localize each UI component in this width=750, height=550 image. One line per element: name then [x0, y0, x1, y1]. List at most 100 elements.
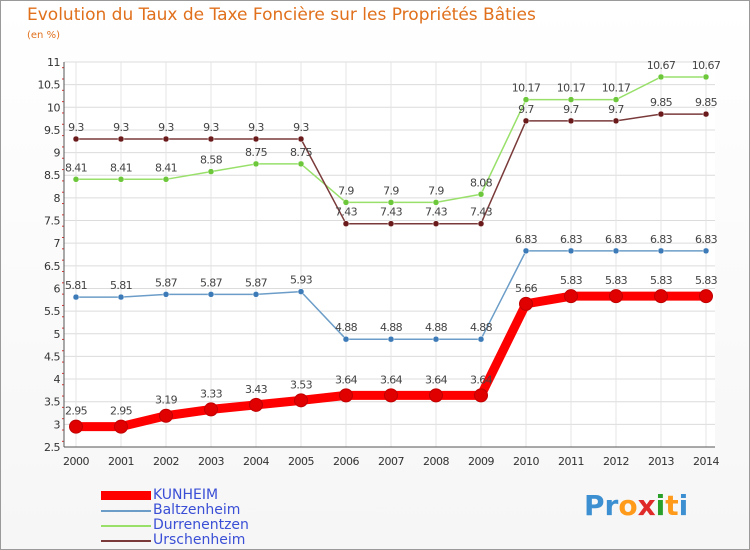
data-label: 8.41 — [110, 161, 132, 174]
data-point — [252, 291, 260, 298]
data-label: 10.17 — [557, 82, 586, 95]
data-point — [72, 176, 80, 183]
data-point — [207, 168, 215, 175]
data-label: 8.75 — [290, 146, 313, 159]
data-point — [159, 408, 173, 423]
y-tick-label: 5 — [54, 328, 61, 341]
data-point — [69, 419, 83, 434]
data-label: 4.88 — [335, 321, 358, 334]
legend-swatch — [101, 524, 151, 527]
data-label: 9.85 — [695, 96, 718, 109]
data-label: 5.87 — [155, 276, 178, 289]
data-label: 6.83 — [515, 233, 538, 246]
data-label: 6.83 — [695, 233, 718, 246]
data-point — [294, 393, 308, 408]
x-tick-label: 2009 — [468, 455, 494, 468]
logo-letter: P — [584, 489, 605, 522]
legend-label: Durrenentzen — [153, 517, 249, 533]
data-label: 7.43 — [470, 206, 493, 219]
x-tick-label: 2001 — [108, 455, 134, 468]
data-point — [342, 199, 350, 206]
data-point — [702, 247, 710, 255]
data-label: 3.64 — [380, 373, 403, 386]
data-point — [609, 289, 623, 304]
data-point — [204, 402, 218, 417]
data-label: 5.81 — [110, 279, 132, 292]
data-label: 6.83 — [560, 233, 583, 246]
data-label: 2.95 — [110, 405, 133, 418]
data-label: 10.17 — [602, 82, 631, 95]
y-tick-label: 11 — [47, 56, 60, 69]
data-point — [207, 135, 215, 143]
data-point — [384, 388, 398, 403]
logo-letter: t — [665, 489, 679, 522]
data-point — [567, 247, 575, 255]
data-point — [432, 335, 440, 343]
data-label: 8.75 — [245, 146, 268, 159]
data-point — [654, 289, 668, 304]
data-point — [207, 291, 215, 298]
data-point — [474, 388, 488, 403]
data-label: 3.64 — [470, 373, 493, 386]
x-tick-label: 2005 — [288, 455, 314, 468]
data-label: 8.58 — [200, 154, 223, 167]
chart-subtitle: (en %) — [27, 30, 60, 41]
data-label: 3.43 — [245, 383, 268, 396]
data-label: 10.67 — [692, 59, 721, 72]
data-point — [567, 96, 575, 103]
data-label: 10.17 — [512, 82, 541, 95]
legend-swatch — [101, 509, 151, 512]
data-label: 8.08 — [470, 176, 493, 189]
x-tick-label: 2010 — [513, 455, 539, 468]
data-point — [117, 293, 125, 301]
data-point — [657, 110, 665, 118]
y-tick-label: 3 — [54, 418, 61, 431]
data-point — [429, 388, 443, 403]
legend-swatch — [101, 539, 151, 542]
data-point — [477, 220, 485, 227]
data-point — [162, 291, 170, 298]
x-tick-label: 2011 — [558, 455, 584, 468]
data-label: 7.43 — [380, 206, 403, 219]
legend-label: KUNHEIM — [153, 487, 219, 503]
y-tick-label: 6.5 — [44, 260, 60, 273]
legend: KUNHEIM Baltzenheim Durrenentzen Urschen… — [101, 488, 249, 548]
x-tick-label: 2012 — [603, 455, 629, 468]
logo-letter: x — [637, 489, 656, 522]
data-label: 7.43 — [335, 206, 358, 219]
data-point — [699, 289, 713, 304]
logo-letter: r — [604, 489, 619, 522]
data-point — [564, 289, 578, 304]
data-point — [522, 96, 530, 103]
data-label: 9.3 — [293, 121, 309, 134]
x-tick-label: 2002 — [153, 455, 179, 468]
y-tick-label: 7 — [54, 237, 61, 250]
data-label: 8.41 — [65, 161, 87, 174]
x-tick-label: 2007 — [378, 455, 404, 468]
y-tick-label: 5.5 — [44, 305, 60, 318]
logo-letter: i — [678, 489, 689, 522]
data-label: 7.43 — [425, 206, 448, 219]
data-point — [657, 73, 665, 81]
y-tick-label: 8.5 — [44, 169, 60, 182]
data-point — [114, 419, 128, 434]
chart-title: Evolution du Taux de Taxe Foncière sur l… — [27, 5, 536, 25]
data-point — [519, 296, 533, 311]
data-point — [477, 191, 485, 198]
legend-label: Baltzenheim — [153, 502, 241, 518]
y-tick-label: 8 — [54, 192, 61, 205]
data-label: 9.3 — [203, 121, 219, 134]
data-label: 3.53 — [290, 378, 313, 391]
data-point — [387, 220, 395, 227]
x-tick-label: 2006 — [333, 455, 359, 468]
data-point — [612, 96, 620, 103]
data-point — [117, 135, 125, 143]
plot-area — [64, 62, 715, 447]
legend-label: Urschenheim — [153, 532, 246, 548]
data-label: 4.88 — [425, 321, 448, 334]
logo-letter: i — [655, 489, 666, 522]
data-label: 5.83 — [650, 274, 673, 287]
legend-item-urschenheim: Urschenheim — [101, 533, 249, 548]
data-point — [387, 199, 395, 206]
data-point — [612, 117, 620, 125]
